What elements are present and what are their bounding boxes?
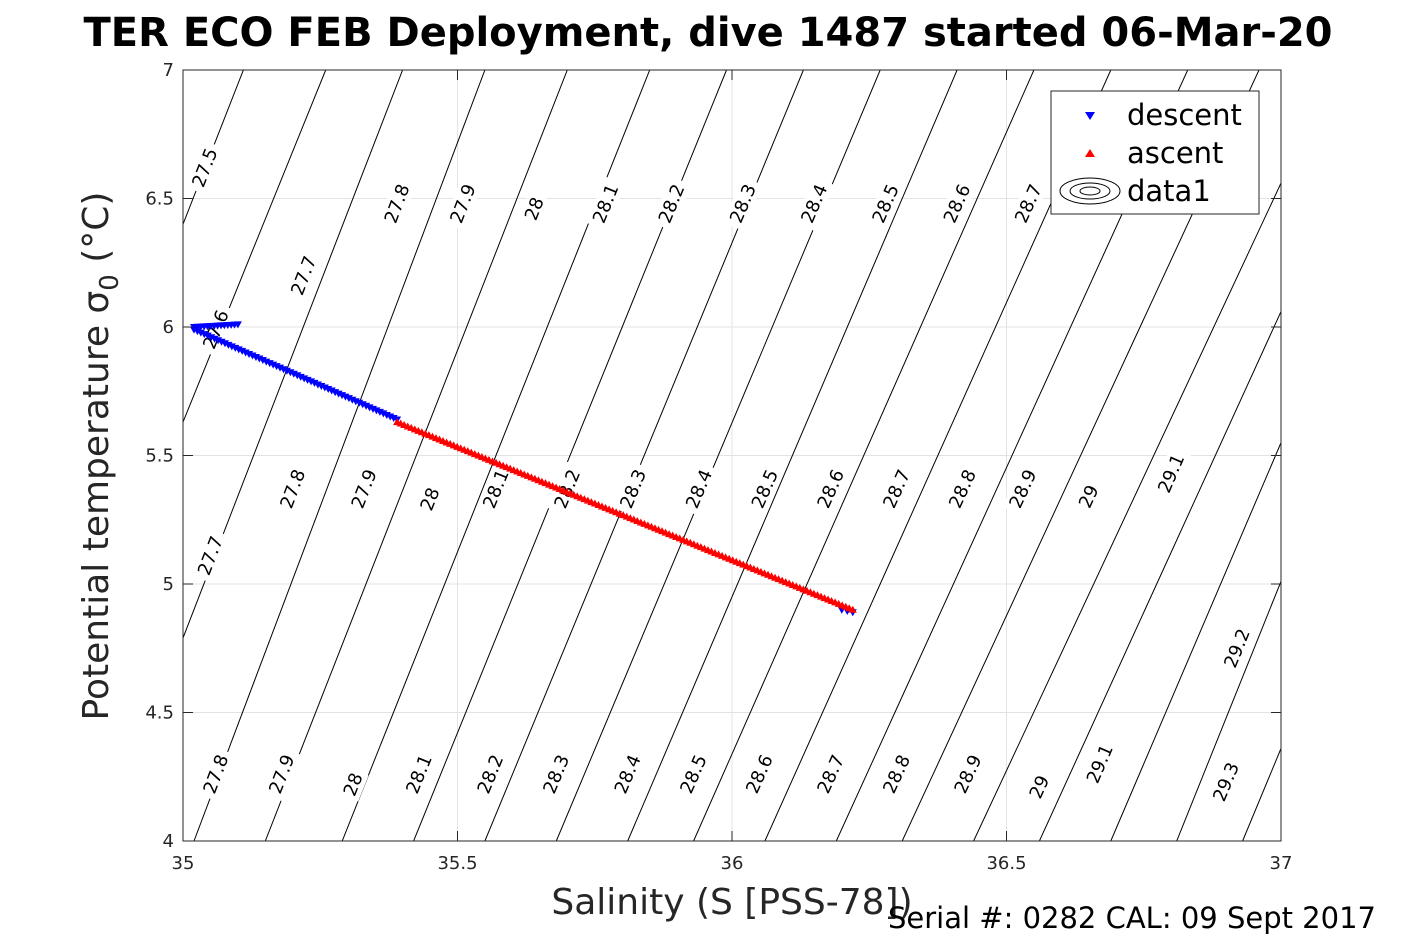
x-tick-label: 37 xyxy=(1270,853,1293,874)
contour-label-background xyxy=(613,461,654,517)
contour-label-background xyxy=(414,482,446,517)
contour-line xyxy=(1110,442,1281,841)
data-points xyxy=(189,321,857,617)
x-axis-label: Salinity (S [PSS-78]) xyxy=(551,882,912,923)
serial-cal-footer: Serial #: 0282 CAL: 09 Sept 2017 xyxy=(888,901,1376,935)
legend-descent-label: descent xyxy=(1127,98,1242,132)
y-tick-label: 7 xyxy=(163,60,174,81)
contour-label: 28.9 xyxy=(1002,461,1044,517)
contour-line xyxy=(193,70,486,841)
y-tick-label: 5 xyxy=(163,574,174,595)
y-tick-label: 5.5 xyxy=(145,446,174,467)
contour-label-background xyxy=(337,767,369,802)
contour-label-background xyxy=(1002,461,1044,517)
contour-label-background xyxy=(947,746,989,802)
contour-label-background xyxy=(739,746,780,802)
legend-ascent-marker xyxy=(1085,149,1095,157)
contour-label-background xyxy=(443,176,483,231)
legend-box xyxy=(1050,90,1260,215)
contour-line xyxy=(693,70,1035,841)
contour-label-background xyxy=(794,176,835,231)
contour-label-background xyxy=(810,746,852,802)
contour-line xyxy=(264,70,568,841)
y-axis-ticks: 4 4.5 5 5.5 6 6.5 7 xyxy=(145,60,1281,852)
series-ascent xyxy=(393,418,857,613)
contour-label-background xyxy=(196,302,236,357)
contour-label-background xyxy=(586,176,626,231)
contour-label-background xyxy=(810,461,852,517)
contour-label-background xyxy=(936,176,978,231)
x-tick-label: 35.5 xyxy=(437,853,477,874)
series-descent xyxy=(189,321,857,617)
chart-title: TER ECO FEB Deployment, dive 1487 starte… xyxy=(83,10,1332,56)
y-tick-label: 6.5 xyxy=(145,189,174,210)
y-tick-label: 4 xyxy=(163,831,174,852)
x-tick-label: 36.5 xyxy=(986,853,1026,874)
legend-data1-label: data1 xyxy=(1127,174,1211,208)
contour-label-background xyxy=(536,746,577,802)
contour-line xyxy=(1242,748,1281,841)
contour-label-background xyxy=(470,746,511,802)
contour-label-background xyxy=(651,176,692,231)
contour-label-background xyxy=(273,461,312,517)
contour-line xyxy=(1038,311,1281,841)
y-tick-label: 4.5 xyxy=(145,703,174,724)
y-axis-label-main: Potential temperature σ xyxy=(76,291,117,721)
contour-label-background xyxy=(1073,479,1105,514)
contour-label-background xyxy=(723,176,763,231)
contour-label-background xyxy=(399,746,439,802)
legend-descent-marker xyxy=(1085,112,1095,120)
x-tick-label: 36 xyxy=(721,853,744,874)
contour-label-background xyxy=(185,140,225,195)
x-tick-label: 35 xyxy=(172,853,195,874)
contour-line xyxy=(183,70,327,423)
contour-label-background xyxy=(547,461,588,517)
contour-label-background xyxy=(744,461,786,517)
contour-label-background xyxy=(942,461,984,517)
contour-label-background xyxy=(377,176,417,231)
contour-line xyxy=(627,70,958,841)
contour-label-background xyxy=(1217,620,1257,676)
contour-label-background xyxy=(1151,446,1192,501)
contour-label-background xyxy=(673,746,714,802)
ascent-point xyxy=(848,605,857,613)
contour-label-background xyxy=(865,176,906,231)
contour-label-background xyxy=(262,746,302,802)
contour-label-background xyxy=(607,746,648,802)
x-axis-ticks: 35 35.5 36 36.5 37 xyxy=(172,70,1293,874)
contour-label-background xyxy=(1023,769,1056,805)
y-axis-label-unit: (°C) xyxy=(76,192,117,275)
contour-label-background xyxy=(518,191,550,226)
legend: descent ascent data1 xyxy=(1050,90,1260,215)
contour-label-background xyxy=(876,461,918,517)
grid xyxy=(183,70,1281,841)
descent-point xyxy=(233,321,242,329)
contour-label-background xyxy=(476,461,516,517)
contour-label-background xyxy=(679,461,719,517)
legend-data1-marker xyxy=(1059,177,1121,205)
contour-label-background xyxy=(1079,736,1120,792)
contour-label-background xyxy=(191,528,230,584)
contour-label-background xyxy=(876,746,918,802)
y-axis-label-subscript: 0 xyxy=(95,274,125,291)
contour-label-background xyxy=(344,461,384,517)
contour-label-background xyxy=(1008,176,1049,231)
contour-line xyxy=(1176,581,1281,841)
contour-label-background xyxy=(284,248,324,303)
contour-label-background xyxy=(1206,754,1246,810)
y-tick-label: 6 xyxy=(163,317,174,338)
legend-ascent-label: ascent xyxy=(1127,136,1223,170)
y-axis-label: Potential temperature σ0 (°C) xyxy=(76,192,125,721)
contour-line xyxy=(973,182,1281,841)
contour-label-background xyxy=(196,746,236,802)
